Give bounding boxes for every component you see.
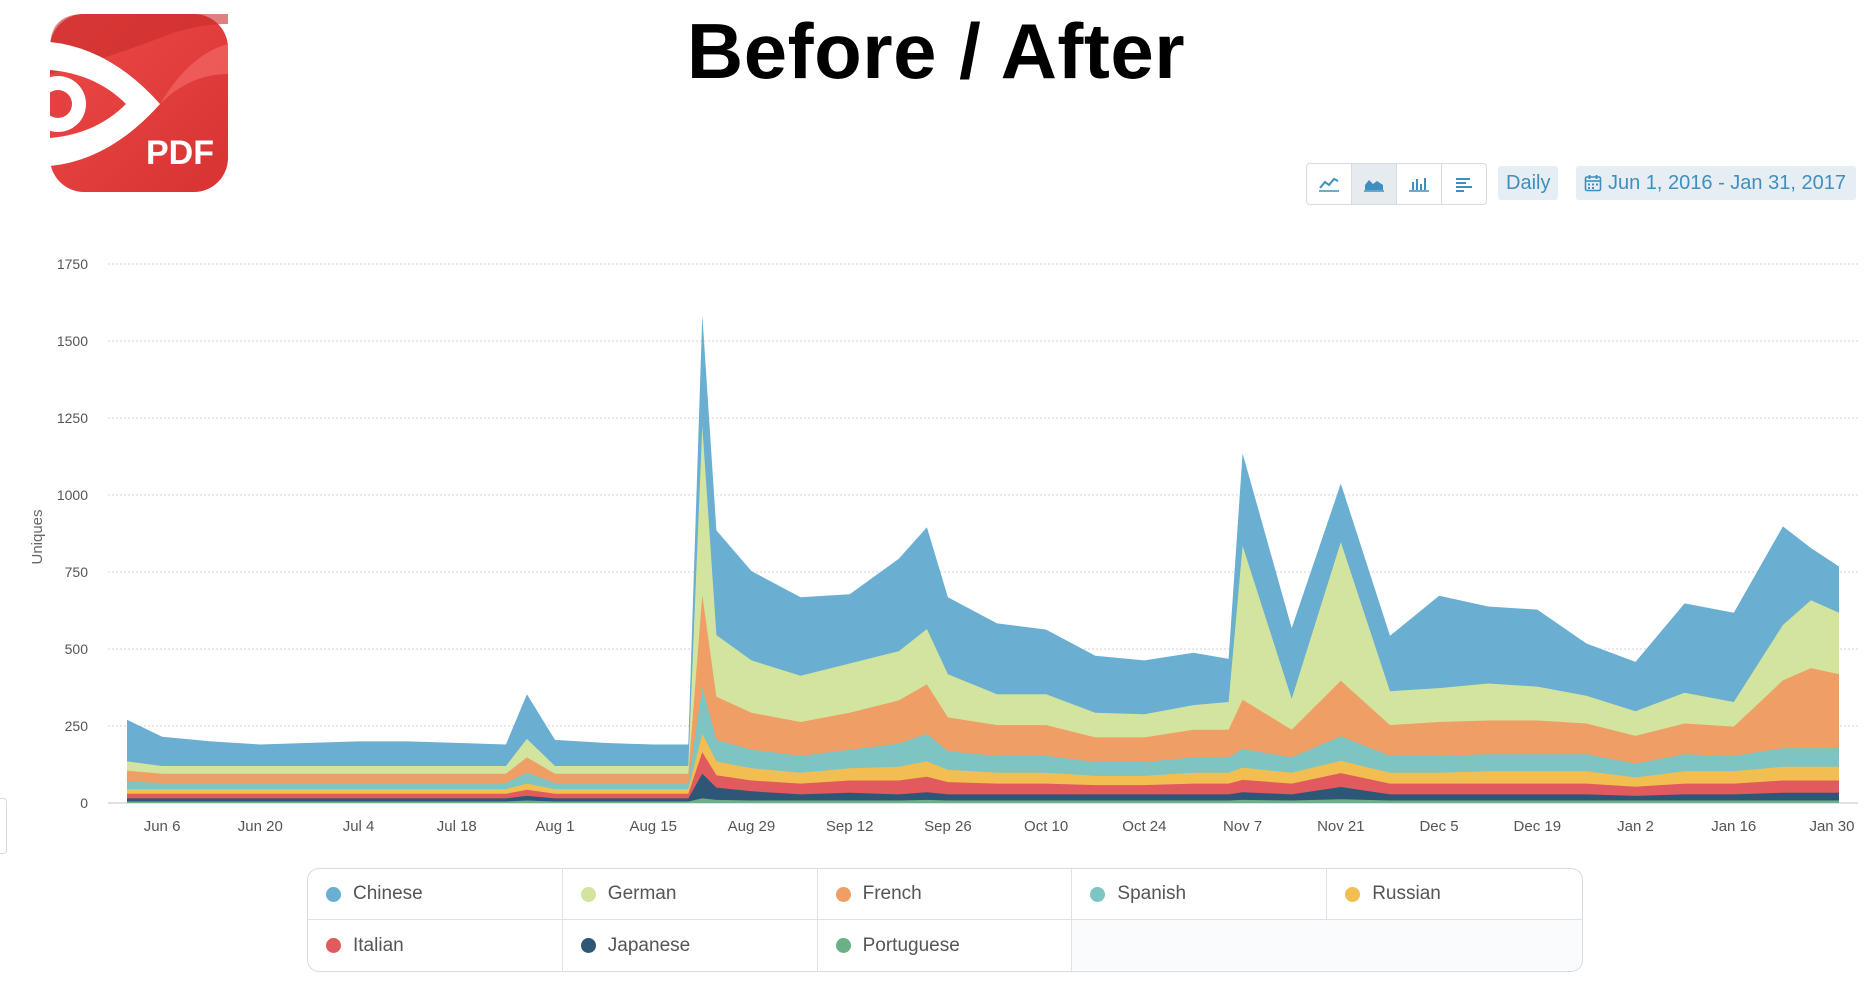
y-tick-label: 750 [65, 564, 89, 580]
area-series [127, 314, 1839, 803]
y-axis-ticks: 0 250 500 750 1000 1250 1500 1750 [57, 256, 88, 811]
pdf-expert-logo-icon: PDF [30, 14, 228, 192]
x-tick-label: Oct 24 [1122, 818, 1166, 835]
y-axis-label: Uniques [29, 509, 46, 564]
app-logo: PDF [30, 14, 228, 192]
bar-chart-icon [1409, 178, 1429, 192]
side-panel-tab[interactable] [0, 798, 7, 854]
legend-label: Portuguese [862, 934, 960, 956]
legend-label: Chinese [353, 883, 423, 904]
horizontal-bar-icon [1456, 178, 1472, 192]
y-tick-label: 1000 [57, 487, 88, 503]
legend-label: French [862, 883, 922, 904]
area-chart-button[interactable] [1352, 164, 1397, 204]
legend-item-portuguese[interactable]: Portuguese [818, 920, 1073, 971]
x-tick-label: Sep 12 [826, 818, 874, 835]
legend-swatch [1090, 886, 1106, 902]
x-tick-label: Jun 6 [144, 818, 181, 835]
legend-swatch [1345, 886, 1361, 902]
x-tick-label: Dec 19 [1514, 818, 1562, 835]
area-series-portuguese[interactable] [127, 798, 1839, 803]
x-tick-label: Sep 26 [924, 818, 972, 835]
y-tick-label: 250 [65, 718, 89, 734]
area-series-french[interactable] [127, 595, 1839, 803]
x-tick-label: Jun 20 [238, 818, 283, 835]
page-title: Before / After [686, 7, 1186, 95]
legend-item-french[interactable]: French [817, 869, 1073, 920]
x-tick-label: Dec 5 [1419, 818, 1458, 835]
x-tick-label: Jul 18 [437, 818, 477, 835]
line-chart-button[interactable] [1307, 164, 1352, 204]
x-tick-label: Aug 29 [728, 818, 776, 835]
date-range-button[interactable]: Jun 1, 2016 - Jan 31, 2017 [1576, 166, 1856, 200]
x-tick-label: Oct 10 [1024, 818, 1068, 835]
y-tick-label: 500 [65, 641, 89, 657]
y-tick-label: 0 [80, 795, 88, 811]
x-tick-label: Jan 2 [1617, 818, 1654, 835]
legend-label: Russian [1372, 883, 1441, 904]
legend-item-chinese[interactable]: Chinese [308, 869, 563, 920]
area-series-chinese[interactable] [127, 314, 1839, 803]
calendar-icon [1584, 175, 1602, 192]
area-chart-icon [1364, 180, 1384, 192]
x-tick-label: Jan 16 [1711, 818, 1756, 835]
legend-swatch [835, 886, 851, 902]
line-chart-icon [1319, 177, 1339, 192]
x-tick-label: Aug 1 [535, 818, 574, 835]
x-tick-label: Nov 7 [1223, 818, 1262, 835]
bar-chart-button[interactable] [1397, 164, 1442, 204]
legend-swatch [326, 938, 341, 953]
x-tick-label: Nov 21 [1317, 818, 1365, 835]
legend-swatch [326, 886, 341, 902]
y-tick-label: 1500 [57, 333, 88, 349]
legend-label: Italian [353, 934, 404, 956]
x-axis-ticks: Jun 6 Jun 20 Jul 4 Jul 18 Aug 1 Aug 15 Aug 29 S… [144, 818, 1855, 835]
legend-item-german[interactable]: German [562, 869, 818, 920]
area-series-japanese[interactable] [127, 773, 1839, 803]
date-range-label: Jun 1, 2016 - Jan 31, 2017 [1608, 172, 1846, 194]
chart-type-toolbar [1306, 163, 1487, 205]
x-tick-label: Aug 15 [629, 818, 677, 835]
y-tick-label: 1750 [57, 256, 88, 272]
legend-label: Spanish [1117, 883, 1187, 904]
svg-text:PDF: PDF [146, 134, 214, 172]
legend-label: Japanese [607, 934, 691, 956]
y-tick-label: 1250 [57, 410, 88, 426]
x-tick-label: Jan 30 [1809, 818, 1854, 835]
legend-item-spanish[interactable]: Spanish [1072, 869, 1328, 920]
legend-item-japanese[interactable]: Japanese [563, 920, 818, 971]
area-series-italian[interactable] [127, 752, 1839, 803]
legend-label: German [607, 883, 677, 904]
legend-swatch [580, 938, 596, 953]
area-series-german[interactable] [127, 425, 1839, 803]
horizontal-bar-button[interactable] [1442, 164, 1486, 204]
legend-item-russian[interactable]: Russian [1327, 869, 1582, 920]
legend-swatch [580, 886, 596, 902]
legend-item-italian[interactable]: Italian [308, 920, 563, 971]
x-tick-label: Jul 4 [343, 818, 375, 835]
chart-legend: Chinese German French Spanish Russian Italian… [307, 868, 1583, 972]
legend-empty-cell [1072, 920, 1582, 971]
legend-swatch [835, 938, 851, 953]
granularity-button[interactable]: Daily [1498, 166, 1559, 200]
